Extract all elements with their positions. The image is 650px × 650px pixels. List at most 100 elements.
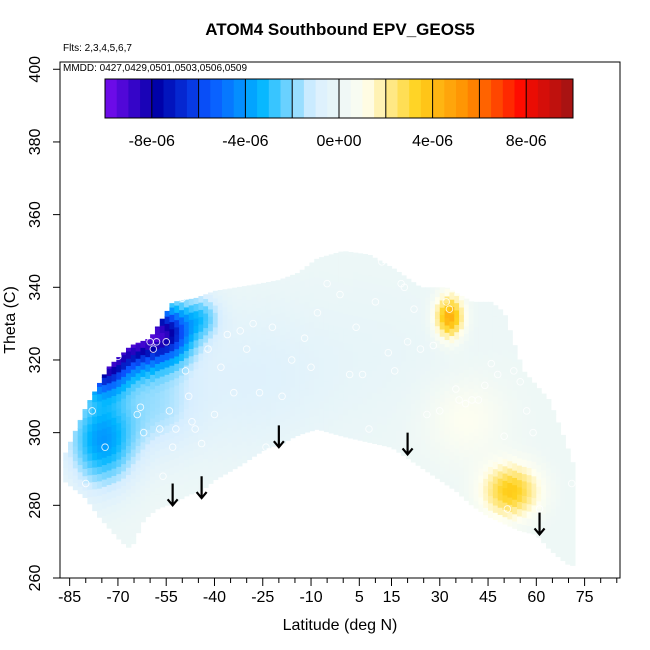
- field-cell: [97, 386, 103, 395]
- field-cell: [502, 509, 508, 518]
- plot-frame: [59, 61, 621, 579]
- field-cell: [478, 380, 484, 389]
- field-cell: [420, 294, 426, 302]
- field-cell: [372, 370, 378, 379]
- field-cell: [179, 316, 185, 325]
- field-cell: [434, 449, 441, 458]
- field-cell: [468, 460, 475, 469]
- field-cell: [463, 478, 470, 487]
- descent-arrow: [195, 476, 208, 500]
- field-cell: [164, 345, 171, 353]
- field-cell: [135, 496, 142, 505]
- field-cell: [391, 419, 397, 428]
- field-cell: [188, 406, 195, 415]
- field-cell: [314, 291, 320, 300]
- field-cell: [232, 388, 238, 397]
- field-cell: [135, 525, 142, 534]
- field-cell: [560, 451, 566, 460]
- field-cell: [130, 354, 137, 363]
- field-cell: [198, 382, 204, 390]
- field-cell: [526, 423, 533, 432]
- field-cell: [203, 458, 209, 467]
- field-cell: [401, 433, 407, 442]
- field-cell: [545, 431, 552, 440]
- field-cell: [261, 377, 267, 386]
- field-cell: [439, 423, 446, 432]
- field-cell: [237, 407, 243, 416]
- field-cell: [265, 295, 272, 303]
- field-cell: [77, 419, 84, 422]
- field-cell: [280, 319, 286, 328]
- field-cell: [333, 354, 339, 363]
- field-cell: [135, 365, 142, 374]
- field-cell: [92, 394, 98, 403]
- field-cell: [241, 440, 248, 449]
- field-cell: [164, 359, 171, 368]
- field-cell: [198, 302, 204, 310]
- field-cell: [241, 411, 248, 420]
- field-cell: [261, 392, 267, 401]
- field-cell: [145, 487, 151, 496]
- field-cell: [531, 410, 537, 419]
- field-cell: [328, 309, 335, 318]
- field-cell: [106, 469, 113, 478]
- field-cell: [275, 342, 282, 351]
- field-cell: [232, 359, 238, 368]
- field-cell: [159, 441, 166, 450]
- field-cell: [545, 399, 552, 404]
- field-cell: [208, 403, 214, 412]
- field-cell: [488, 350, 494, 359]
- field-cell: [280, 384, 286, 393]
- field-cell: [488, 422, 494, 431]
- field-cell: [314, 327, 320, 336]
- field-cell: [270, 438, 277, 447]
- observation-point: [461, 399, 470, 408]
- field-cell: [203, 443, 209, 452]
- field-cell: [478, 482, 484, 491]
- field-cell: [459, 459, 465, 468]
- field-cell: [135, 488, 142, 497]
- observation-point: [278, 392, 286, 401]
- field-cell: [323, 257, 330, 265]
- field-cell: [541, 469, 547, 478]
- field-cell: [536, 428, 542, 436]
- field-cell: [198, 432, 204, 441]
- field-cell: [174, 377, 180, 386]
- field-cell: [183, 328, 190, 337]
- field-cell: [410, 440, 417, 448]
- field-cell: [405, 356, 412, 365]
- field-cell: [232, 461, 238, 470]
- field-cell: [130, 514, 137, 523]
- field-cell: [531, 388, 537, 397]
- field-cell: [497, 499, 504, 508]
- field-cell: [212, 348, 219, 357]
- field-cell: [299, 353, 306, 362]
- field-cell: [454, 324, 460, 333]
- field-cell: [227, 325, 233, 334]
- field-cell: [541, 411, 547, 420]
- y-tick-label: 340: [27, 274, 44, 301]
- field-cell: [454, 484, 460, 493]
- field-cell: [198, 461, 204, 470]
- field-cell: [212, 326, 219, 335]
- field-cell: [386, 315, 393, 324]
- field-cell: [154, 326, 161, 328]
- field-cell: [328, 403, 335, 412]
- field-cell: [130, 528, 137, 537]
- field-cell: [212, 319, 219, 328]
- field-cell: [285, 374, 291, 383]
- field-cell: [565, 462, 571, 471]
- field-cell: [101, 391, 108, 400]
- field-cell: [285, 331, 291, 340]
- field-cell: [145, 443, 151, 452]
- field-cell: [410, 367, 417, 376]
- field-cell: [352, 315, 359, 324]
- field-cell: [396, 401, 402, 410]
- field-cell: [212, 457, 219, 466]
- field-cell: [130, 485, 137, 494]
- field-cell: [367, 311, 373, 320]
- field-cell: [212, 297, 219, 306]
- field-cell: [150, 374, 156, 383]
- field-cell: [294, 297, 301, 306]
- field-cell: [444, 419, 451, 428]
